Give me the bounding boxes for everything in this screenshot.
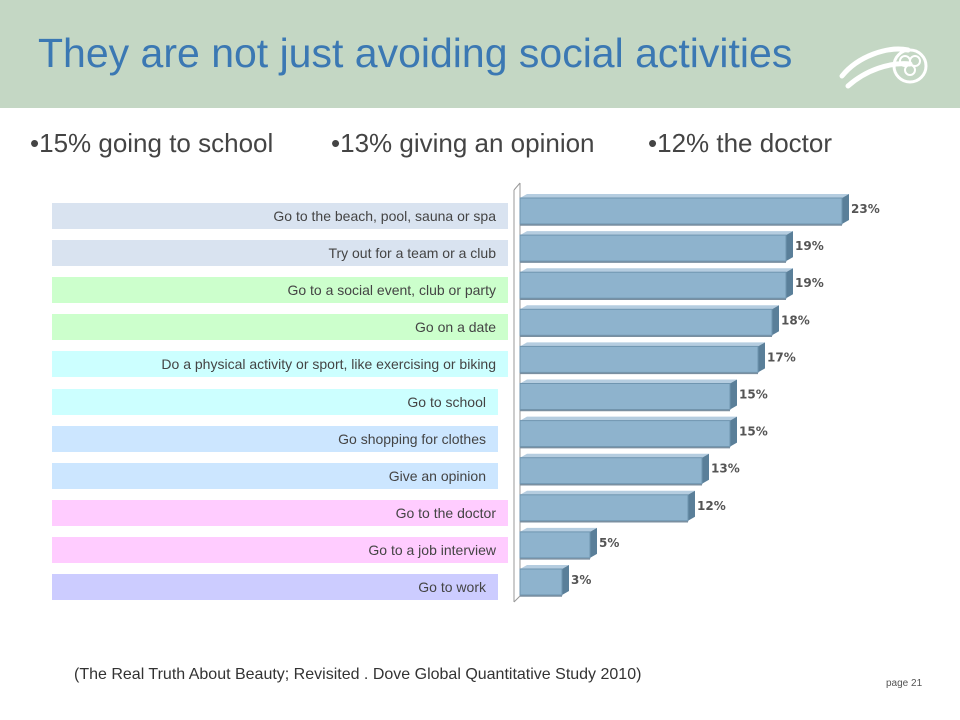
- bar-value-label: 17%: [767, 350, 796, 364]
- category-label: Go on a date: [52, 314, 508, 341]
- bar-value-label: 5%: [599, 536, 619, 550]
- bar-value-label: 13%: [711, 462, 740, 476]
- bar-top-face: [520, 194, 849, 198]
- headline-opinion: •13% giving an opinion: [331, 128, 595, 158]
- bar-top-face: [520, 416, 737, 421]
- bar-top-face: [520, 342, 765, 347]
- bar: [519, 531, 591, 559]
- category-label: Go to the doctor: [52, 499, 508, 526]
- source-citation: (The Real Truth About Beauty; Revisited …: [74, 666, 642, 683]
- category-label: Do a physical activity or sport, like ex…: [52, 351, 508, 378]
- category-label: Go to work: [52, 574, 498, 600]
- bar: [519, 345, 759, 373]
- category-label: Try out for a team or a club: [52, 240, 508, 267]
- bar: [519, 234, 787, 262]
- y-axis: [513, 182, 521, 603]
- bar: [519, 271, 787, 299]
- bar-value-label: 23%: [851, 202, 880, 216]
- bar: [519, 420, 731, 448]
- headline-school: •15% going to school: [30, 128, 274, 158]
- bar-value-label: 3%: [571, 573, 591, 587]
- bar-side-face: [590, 527, 597, 558]
- bar-top-face: [520, 305, 779, 310]
- bar-top-face: [520, 527, 597, 532]
- bar-side-face: [842, 194, 849, 224]
- category-label: Go to the beach, pool, sauna or spa: [52, 203, 508, 229]
- headline-doctor: •12% the doctor: [648, 128, 832, 158]
- bar-side-face: [702, 453, 709, 484]
- header-band: [0, 0, 960, 108]
- bar: [519, 383, 731, 410]
- bar-side-face: [730, 416, 737, 447]
- bar-top-face: [520, 231, 793, 236]
- bar-value-label: 19%: [795, 276, 824, 290]
- bar-value-label: 15%: [739, 388, 768, 402]
- bar-top-face: [520, 379, 737, 384]
- bar-top-face: [520, 268, 793, 273]
- page-number: page 21: [886, 678, 923, 689]
- bar-side-face: [758, 342, 765, 373]
- bar-top-face: [520, 453, 709, 458]
- category-label: Go to a job interview: [52, 536, 508, 563]
- bar: [519, 568, 563, 596]
- bar-value-label: 15%: [739, 425, 768, 439]
- bar-side-face: [562, 565, 569, 595]
- bar-side-face: [688, 490, 695, 521]
- category-label: Go to a social event, club or party: [52, 277, 508, 304]
- category-label: Go to school: [52, 388, 498, 415]
- bar: [519, 457, 703, 485]
- slide-title: They are not just avoiding social activi…: [38, 30, 793, 76]
- bar-side-face: [772, 305, 779, 336]
- bar-side-face: [786, 268, 793, 299]
- bar: [519, 197, 843, 225]
- bar-top-face: [520, 490, 695, 495]
- bar-side-face: [730, 379, 737, 410]
- category-label: Go shopping for clothes: [52, 425, 498, 452]
- bar-value-label: 19%: [795, 239, 824, 253]
- category-label: Give an opinion: [52, 462, 498, 489]
- bar-value-label: 12%: [697, 499, 726, 513]
- bar: [519, 494, 689, 522]
- bar-value-label: 18%: [781, 313, 810, 327]
- bar: [519, 308, 773, 336]
- bar-side-face: [786, 231, 793, 262]
- bar-top-face: [520, 565, 569, 569]
- trefoil-logo-icon: [839, 46, 928, 89]
